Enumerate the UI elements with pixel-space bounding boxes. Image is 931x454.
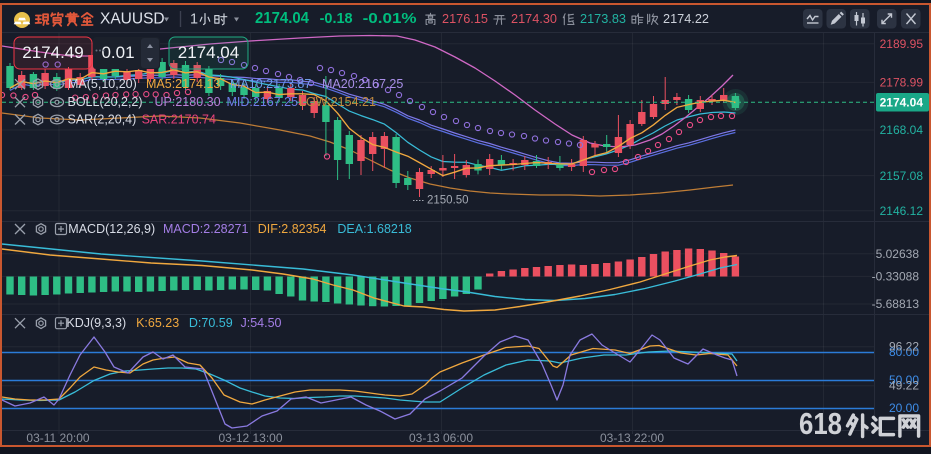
svg-text:2174.04: 2174.04 (255, 10, 309, 27)
svg-text:J:54.50: J:54.50 (241, 316, 282, 330)
svg-text:49.22: 49.22 (889, 378, 919, 392)
svg-text:KDJ(9,3,3): KDJ(9,3,3) (66, 316, 126, 330)
svg-text:MA20:2167.25: MA20:2167.25 (322, 77, 403, 91)
svg-text:96.22: 96.22 (889, 339, 919, 353)
svg-text:UP:2180.30: UP:2180.30 (155, 95, 221, 109)
svg-text:DEA:1.68218: DEA:1.68218 (337, 222, 411, 236)
svg-text:2174.04: 2174.04 (880, 95, 924, 109)
svg-text:BOLL(20,2,2): BOLL(20,2,2) (68, 95, 143, 109)
svg-text:-0.33088: -0.33088 (872, 270, 920, 284)
svg-text:2174.04: 2174.04 (178, 43, 239, 62)
svg-text:2174.30: 2174.30 (511, 11, 557, 26)
svg-text:XAUUSD: XAUUSD (100, 11, 165, 28)
svg-text:MACD:2.28271: MACD:2.28271 (163, 222, 249, 236)
svg-text:03-12 13:00: 03-12 13:00 (218, 431, 282, 445)
svg-text:1: 1 (190, 11, 198, 27)
svg-text:K:65.23: K:65.23 (136, 316, 179, 330)
svg-text:MA(5,10,20): MA(5,10,20) (68, 77, 137, 91)
svg-text:2178.99: 2178.99 (880, 76, 924, 90)
svg-text:80.00: 80.00 (889, 345, 919, 359)
svg-text:03-13 06:00: 03-13 06:00 (409, 431, 473, 445)
svg-text:50.00: 50.00 (889, 373, 919, 387)
svg-text:0.01: 0.01 (101, 43, 134, 62)
svg-text:20.00: 20.00 (889, 401, 919, 415)
svg-text:03-11 20:00: 03-11 20:00 (26, 431, 89, 445)
svg-text:618: 618 (799, 406, 842, 441)
svg-text:MID:2167.25: MID:2167.25 (227, 95, 299, 109)
svg-text:2174.22: 2174.22 (663, 11, 709, 26)
svg-text:-0.01%: -0.01% (363, 10, 417, 27)
svg-text:SAR:2170.74: SAR:2170.74 (142, 112, 216, 126)
svg-text:2157.08: 2157.08 (880, 169, 924, 183)
svg-text:2189.95: 2189.95 (880, 37, 924, 51)
svg-text:2174.49: 2174.49 (22, 43, 83, 62)
svg-text:MACD(12,26,9): MACD(12,26,9) (68, 222, 155, 236)
svg-text:2173.83: 2173.83 (580, 11, 626, 26)
svg-text:MA5:2174.13: MA5:2174.13 (146, 77, 220, 91)
svg-text:MA10:2173.87: MA10:2173.87 (230, 77, 311, 91)
svg-text:DIF:2.82354: DIF:2.82354 (258, 222, 327, 236)
svg-text:LOW:2154.21: LOW:2154.21 (299, 95, 376, 109)
svg-text:SAR(2,20,4): SAR(2,20,4) (68, 112, 137, 126)
svg-text:D:70.59: D:70.59 (189, 316, 233, 330)
svg-text:03-13 22:00: 03-13 22:00 (600, 431, 664, 445)
svg-text:2146.12: 2146.12 (880, 204, 924, 218)
svg-text:-0.18: -0.18 (320, 10, 353, 27)
svg-text:-5.68813: -5.68813 (872, 297, 920, 311)
svg-text:2176.15: 2176.15 (442, 11, 488, 26)
svg-text:2168.04: 2168.04 (880, 123, 924, 137)
svg-text:2150.50: 2150.50 (427, 195, 469, 207)
svg-text:5.02638: 5.02638 (876, 247, 920, 261)
